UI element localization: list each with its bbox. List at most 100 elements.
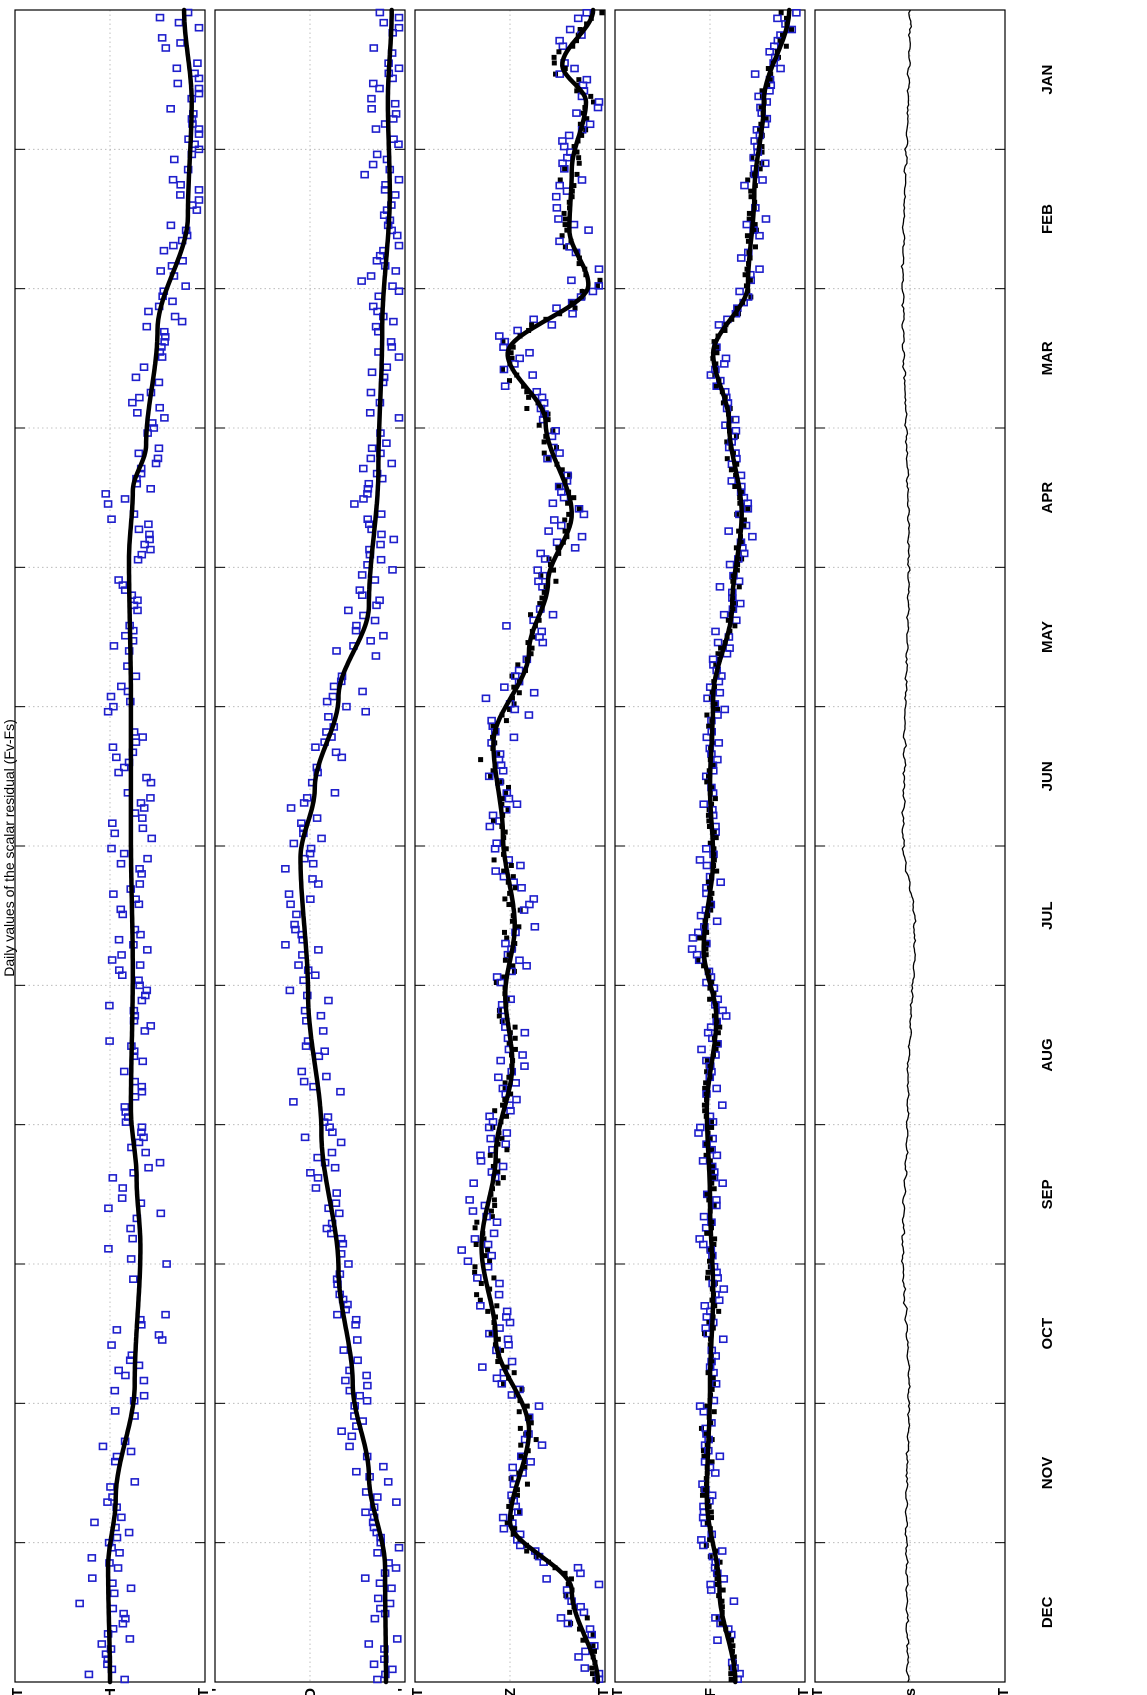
observation-marker <box>136 930 145 939</box>
daily-dot <box>704 1403 710 1409</box>
tick-label: 1 ' <box>209 1688 226 1695</box>
daily-dot <box>496 1007 502 1013</box>
daily-dot <box>714 350 720 356</box>
observation-marker <box>305 849 315 858</box>
observation-marker <box>157 34 167 42</box>
observation-marker <box>137 1128 146 1137</box>
daily-dot <box>568 1620 574 1626</box>
observation-marker <box>735 599 745 608</box>
observation-marker <box>457 1246 467 1254</box>
daily-dot <box>478 757 484 763</box>
observation-marker <box>366 272 376 280</box>
observation-marker <box>87 1554 97 1562</box>
observation-marker <box>532 387 542 396</box>
observation-marker <box>700 1302 710 1310</box>
daily-dot <box>706 723 712 729</box>
smoothed-baseline <box>479 7 601 1685</box>
observation-marker <box>84 1670 94 1679</box>
observation-marker <box>572 109 581 117</box>
daily-dot <box>712 796 718 802</box>
observation-marker <box>173 79 183 88</box>
daily-dot <box>516 1409 522 1415</box>
observation-marker <box>355 1391 364 1400</box>
observation-marker <box>320 1047 329 1055</box>
observation-marker <box>368 160 378 169</box>
panel-frame <box>614 9 806 1683</box>
observation-marker <box>294 961 303 969</box>
observation-marker <box>729 1597 739 1605</box>
tick-label: -5 nT <box>195 1688 212 1695</box>
daily-dot <box>741 523 747 529</box>
observation-marker <box>594 1580 604 1589</box>
daily-dot <box>732 484 738 490</box>
daily-dot <box>524 389 530 395</box>
daily-dot <box>717 1559 723 1565</box>
daily-dot <box>706 818 712 824</box>
observation-marker <box>289 839 299 848</box>
observation-marker <box>156 1209 166 1218</box>
observation-marker <box>699 800 709 809</box>
observation-marker <box>143 854 152 863</box>
month-label: NOV <box>1039 1457 1056 1490</box>
observation-marker <box>529 895 539 903</box>
observation-marker <box>135 393 144 402</box>
observation-marker <box>104 1245 113 1253</box>
observation-marker <box>688 934 698 942</box>
observation-marker <box>119 1067 129 1076</box>
observation-marker <box>133 555 143 564</box>
observation-marker <box>106 692 116 701</box>
daily-dot <box>496 1013 502 1019</box>
observation-marker <box>498 1162 508 1171</box>
observation-marker <box>695 856 705 864</box>
observation-marker <box>308 875 317 883</box>
daily-dot <box>501 868 507 874</box>
daily-dot <box>701 1453 707 1459</box>
daily-dot <box>718 1620 724 1626</box>
observation-marker <box>110 829 120 838</box>
month-label: JAN <box>1039 65 1056 95</box>
daily-dot <box>757 166 763 172</box>
daily-dot <box>501 974 507 980</box>
observation-marker <box>594 282 604 290</box>
observation-marker <box>75 1599 84 1608</box>
daily-dot <box>711 1175 717 1181</box>
daily-dot <box>720 400 726 406</box>
daily-dot <box>505 807 511 813</box>
observation-marker <box>552 204 562 212</box>
observation-marker <box>131 373 141 382</box>
observation-marker <box>114 935 124 944</box>
observation-marker <box>194 84 204 93</box>
observation-marker <box>334 1209 344 1218</box>
observation-marker <box>331 748 341 757</box>
daily-dot <box>752 222 758 228</box>
observation-marker <box>119 1609 128 1618</box>
observation-marker <box>580 1664 590 1672</box>
observation-marker <box>564 131 574 140</box>
observation-marker <box>115 1549 124 1557</box>
observation-marker <box>138 1057 148 1066</box>
observation-marker <box>743 505 753 513</box>
observation-marker <box>579 510 589 519</box>
daily-dot <box>506 378 512 384</box>
observation-marker <box>702 1313 712 1321</box>
observation-marker <box>718 1179 727 1187</box>
month-label: SEP <box>1039 1179 1056 1209</box>
observation-marker <box>135 981 144 990</box>
observation-marker <box>369 44 379 52</box>
observation-marker <box>144 520 153 529</box>
daily-dot <box>717 1024 723 1030</box>
observation-marker <box>504 1341 513 1349</box>
daily-dot <box>545 456 551 462</box>
daily-dot <box>744 233 750 239</box>
daily-dot <box>707 1136 713 1142</box>
daily-dot <box>702 1141 708 1147</box>
daily-dot <box>551 60 557 66</box>
observation-marker <box>499 343 508 351</box>
daily-dot <box>704 1069 710 1075</box>
observation-marker <box>139 1376 149 1385</box>
daily-dot <box>763 116 769 122</box>
observation-marker <box>515 956 524 965</box>
observation-marker <box>363 1381 372 1390</box>
daily-dot <box>710 1381 716 1387</box>
observation-marker <box>109 1589 119 1598</box>
